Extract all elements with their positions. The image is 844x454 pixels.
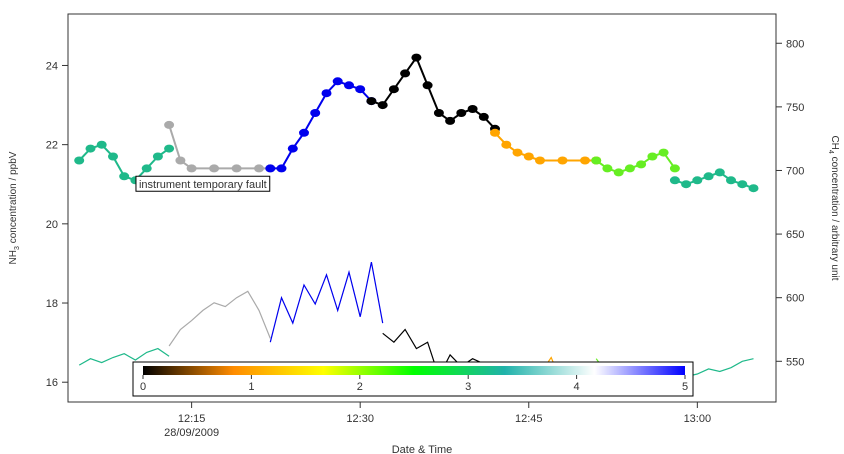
x-axis-title: Date & Time	[392, 444, 453, 454]
nh3-point	[85, 144, 96, 153]
nh3-point	[467, 105, 478, 113]
nh3-point	[411, 53, 422, 62]
annotation-box	[135, 175, 271, 192]
annotation: instrument temporary fault	[135, 175, 271, 192]
nh3-point	[748, 184, 759, 193]
nh3-point	[366, 97, 377, 106]
axes-layer: 161820222455060065070075080012:1528/09/2…	[46, 38, 805, 439]
y-right-tick-label: 700	[786, 165, 804, 177]
nh3-point	[332, 77, 343, 86]
nh3-point	[209, 164, 220, 173]
nh3-point	[96, 140, 107, 149]
colorbar-tick-label: 4	[574, 381, 580, 393]
nh3-point	[299, 128, 309, 137]
annotation-label: instrument temporary fault	[139, 179, 267, 191]
nh3-point	[602, 164, 613, 173]
nh3-point	[141, 164, 152, 173]
nh3-point	[175, 156, 186, 165]
colorbar-tick-label: 2	[357, 381, 363, 393]
x-tick-label: 12:45	[515, 413, 543, 425]
nh3-point	[669, 176, 680, 185]
nh3-point	[624, 164, 635, 173]
nh3-point	[456, 109, 467, 117]
colorbar-tick-label: 1	[248, 381, 254, 393]
y-axis-right-title: CH4 concentration / arbitrary unit	[827, 135, 840, 280]
ch4-line-segment	[168, 290, 271, 347]
ch4-line-segment	[78, 347, 170, 366]
nh3-point	[377, 101, 388, 110]
nh3-point	[265, 164, 276, 173]
nh3-point	[152, 152, 163, 161]
nh3-point	[310, 109, 321, 117]
y-right-tick-label: 550	[786, 356, 804, 368]
y-left-tick-label: 20	[46, 219, 58, 231]
colorbar-tick-label: 5	[682, 381, 688, 393]
nh3-point	[512, 148, 523, 157]
nh3-point	[535, 156, 545, 165]
nh3-point	[186, 164, 197, 173]
labels-layer: Date & Time NH3 concentration / ppbV CH4…	[8, 135, 840, 454]
nh3-point	[681, 180, 692, 189]
y-left-tick-label: 16	[46, 377, 58, 389]
nh3-point	[287, 144, 298, 153]
nh3-point	[703, 172, 714, 181]
colorbar-tick-label: 3	[465, 381, 471, 393]
nh3-point	[557, 156, 568, 165]
nh3-point	[355, 85, 366, 94]
nh3-point	[254, 164, 264, 173]
nh3-point	[108, 152, 118, 161]
y-axis-left-title: NH3 concentration / ppbV	[8, 151, 21, 264]
nh3-point	[501, 140, 512, 149]
nh3-connector	[270, 80, 373, 170]
ch4-line-segment	[269, 261, 384, 343]
nh3-point	[119, 172, 130, 181]
nh3-point	[400, 69, 411, 78]
x-tick-sublabel: 28/09/2009	[164, 427, 219, 439]
y-left-tick-label: 18	[46, 298, 58, 310]
nh3-point	[636, 160, 647, 169]
nh3-point	[231, 164, 242, 173]
nh3-point	[344, 81, 354, 90]
nh3-point	[164, 120, 175, 129]
plot-frame	[67, 13, 777, 403]
nh3-connector	[371, 55, 496, 130]
x-tick-label: 12:30	[346, 413, 374, 425]
y-right-tick-label: 600	[786, 293, 804, 305]
colorbar-tick-label: 0	[140, 381, 146, 393]
x-tick-label: 12:15	[178, 413, 206, 425]
nh3-point	[714, 168, 725, 177]
x-tick-label: 13:00	[684, 413, 712, 425]
nh3-point	[613, 168, 624, 177]
series-layer	[74, 53, 759, 386]
y-right-tick-label: 800	[786, 38, 804, 50]
nh3-point	[422, 81, 433, 90]
y-left-tick-label: 24	[46, 60, 58, 72]
nh3-point	[658, 148, 669, 157]
y-right-tick-label: 750	[786, 102, 804, 114]
nh3-point	[692, 176, 703, 185]
nh3-point	[737, 180, 748, 189]
nh3-point	[478, 112, 489, 121]
y-right-tick-label: 650	[786, 229, 804, 241]
nh3-point	[276, 164, 287, 173]
nh3-point	[164, 144, 175, 153]
nh3-point	[580, 156, 590, 165]
nh3-point	[74, 156, 85, 165]
nh3-point	[388, 85, 399, 94]
nh3-point	[669, 164, 680, 173]
colorbar-gradient	[143, 366, 685, 375]
nh3-point	[490, 128, 500, 137]
nh3-point	[647, 152, 658, 161]
nh3-point	[523, 152, 534, 161]
nh3-point	[726, 176, 736, 185]
y-left-tick-label: 22	[46, 140, 58, 152]
nh3-point	[321, 89, 332, 98]
nh3-point	[433, 109, 444, 117]
colorbar: 0 1 2 3 4 5	[132, 361, 694, 397]
nh3-point	[591, 156, 602, 165]
nh3-point	[445, 116, 456, 125]
